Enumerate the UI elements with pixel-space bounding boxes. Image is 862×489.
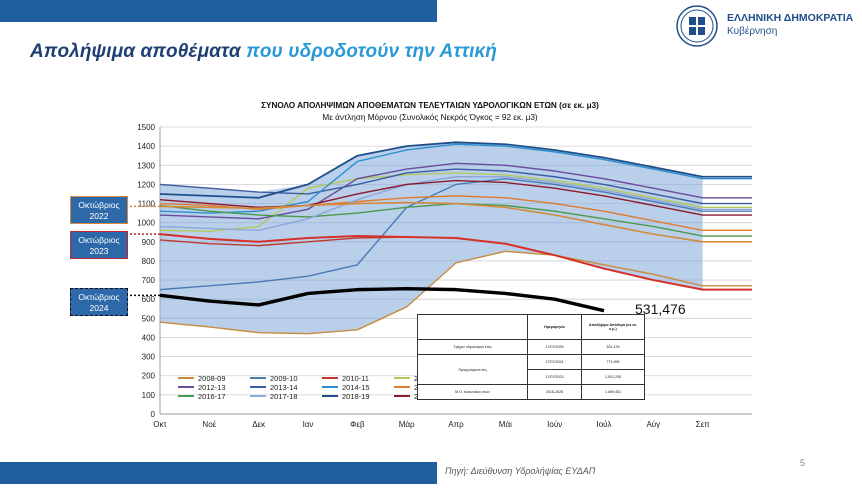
table-header-cell: Απολήψιμο Απόθεμα (σε εκ. κ.μ.) (581, 314, 645, 340)
callout-year: 2024 (89, 303, 109, 313)
gov-subtitle: Κυβέρνηση (727, 26, 778, 37)
table-row: 17/07/2023 1.001,205 (418, 369, 645, 385)
x-tick-label: Ιαν (303, 420, 314, 429)
legend-label: 2013-14 (270, 383, 298, 392)
callout-october-2022: Οκτώβριος 2022 (70, 196, 128, 224)
summary-table: Ημερομηνία Απολήψιμο Απόθεμα (σε εκ. κ.μ… (417, 314, 645, 400)
series-line-2014-15 (159, 143, 752, 214)
table-cell: 17/07/2025 (527, 339, 582, 355)
y-tick-label: 300 (142, 353, 156, 362)
table-cell: Τρέχον υδρολογικό έτος (417, 339, 528, 355)
page-title-part1: Απολήψιμα αποθέματα (30, 41, 247, 62)
y-tick-label: 900 (142, 238, 156, 247)
x-tick-label: Ιούλ (596, 420, 611, 429)
legend-label: 2016-17 (198, 392, 226, 401)
series-line-2019-20 (159, 179, 752, 216)
y-tick-label: 400 (142, 333, 156, 342)
y-tick-label: 700 (142, 276, 156, 285)
y-tick-label: 800 (142, 257, 156, 266)
source-note: Πηγή: Διεύθυνση Υδρολήψίας ΕΥΔΑΠ (445, 466, 596, 476)
y-tick-label: 1100 (138, 200, 156, 209)
x-tick-label: Μάι (499, 420, 512, 429)
legend-label: 2014-15 (342, 383, 370, 392)
table-cell: Προηγούμενα έτη (417, 354, 528, 385)
page-number: 5 (800, 458, 806, 468)
table-row: Μ.Ο. τελευταίων ετών 2016-2025 1.069,451 (417, 384, 645, 400)
table-cell: 531,476 (581, 339, 645, 355)
x-tick-label: Οκτ (153, 420, 167, 429)
callout-year: 2023 (89, 246, 109, 256)
series-line-2018-19 (159, 141, 752, 199)
coat-of-arms-icon (676, 5, 718, 47)
x-tick-label: Σεπ (696, 420, 711, 429)
gov-name: ΕΛΛΗΝΙΚΗ ΔΗΜΟΚΡΑΤΙΑ (727, 12, 854, 24)
table-header-cell (417, 314, 528, 340)
series-line-2008-09 (159, 250, 752, 335)
callout-label: Οκτώβριος (78, 235, 120, 245)
y-tick-label: 200 (142, 372, 156, 381)
chart-subtitle: Με άντληση Μόρνου (Συνολικός Νεκρός Όγκο… (322, 113, 538, 122)
government-logo-block: ΕΛΛΗΝΙΚΗ ΔΗΜΟΚΡΑΤΙΑ Κυβέρνηση (675, 4, 862, 47)
current-value-label: 531,476 (635, 301, 686, 317)
series-line-series-13 (159, 233, 752, 291)
legend-label: 2012-13 (198, 383, 226, 392)
callout-label: Οκτώβριος (78, 200, 120, 210)
legend-label: 2008-09 (198, 374, 226, 383)
table-cell: 2016-2025 (527, 384, 582, 400)
y-tick-label: 1500 (137, 123, 155, 132)
table-header-cell: Ημερομηνία (527, 314, 582, 340)
page-title-part2: που υδροδοτούν την Αττική (246, 41, 498, 62)
y-tick-label: 1400 (137, 142, 155, 151)
table-cell: 1.001,205 (581, 369, 645, 385)
y-tick-label: 500 (142, 314, 156, 323)
series-line-2017-18 (159, 176, 752, 232)
x-tick-label: Αύγ (646, 420, 660, 429)
page-title: Απολήψιμα αποθέματα που υδροδοτούν την Α… (30, 41, 497, 63)
bottom-accent-bar (0, 462, 437, 484)
series-line-2011-12 (159, 172, 752, 232)
y-tick-label: 1300 (137, 161, 155, 170)
x-tick-label: Δεκ (252, 420, 266, 429)
y-tick-label: 100 (142, 391, 156, 400)
x-tick-label: Φεβ (350, 420, 365, 429)
series-line-2009-10 (159, 177, 752, 291)
callout-label: Οκτώβριος (78, 292, 120, 302)
x-tick-label: Μάρ (399, 420, 415, 429)
x-tick-label: Ιούν (547, 420, 562, 429)
table-header-row: Ημερομηνία Απολήψιμο Απόθεμα (σε εκ. κ.μ… (417, 314, 645, 340)
y-tick-label: 1000 (137, 219, 155, 228)
table-cell: 1.069,451 (581, 384, 645, 400)
table-row: Προηγούμενα έτη 17/07/2024 771,995 (417, 354, 645, 385)
legend-label: 2018-19 (342, 392, 370, 401)
table-cell: 17/07/2023 (527, 369, 582, 385)
legend-label: 2010-11 (342, 374, 369, 383)
x-tick-label: Νοέ (202, 420, 216, 429)
table-cell: 771,995 (581, 354, 645, 370)
callout-year: 2022 (89, 211, 109, 221)
series-line-series-12 (159, 201, 752, 243)
series-line-2015-16 (159, 195, 752, 232)
y-tick-label: 1200 (137, 180, 155, 189)
callout-october-2023: Οκτώβριος 2023 (70, 231, 128, 259)
top-accent-bar (0, 0, 437, 22)
table-cell: Μ.Ο. τελευταίων ετών (417, 384, 528, 400)
y-tick-label: 0 (151, 410, 156, 419)
chart-title: ΣΥΝΟΛΟ ΑΠΟΛΗΨΙΜΩΝ ΑΠΟΘΕΜΑΤΩΝ ΤΕΛΕΥΤΑΙΩΝ … (261, 101, 599, 110)
series-line-2013-14 (159, 168, 752, 205)
series-line-series-14 (159, 286, 605, 313)
series-line-2012-13 (159, 162, 752, 220)
table-cell: 17/07/2024 (527, 354, 582, 370)
x-tick-label: Απρ (448, 420, 464, 429)
y-tick-label: 600 (142, 295, 156, 304)
table-row: Τρέχον υδρολογικό έτος 17/07/2025 531,47… (417, 339, 645, 355)
legend-label: 2017-18 (270, 392, 298, 401)
legend-label: 2009-10 (270, 374, 298, 383)
callout-october-2024: Οκτώβριος 2024 (70, 288, 128, 316)
